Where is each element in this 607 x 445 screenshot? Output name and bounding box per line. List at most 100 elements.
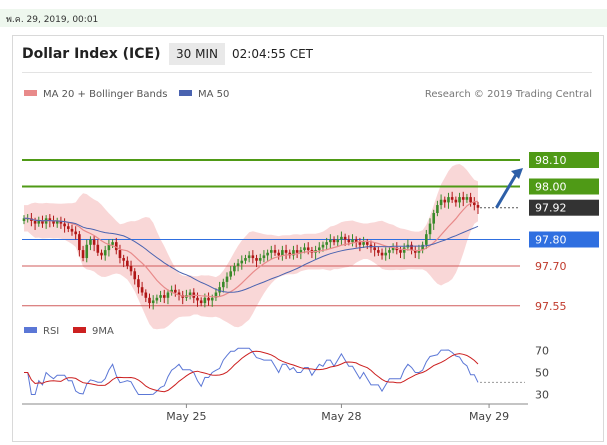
level-label-97-70: 97.70	[535, 260, 567, 273]
candle-body	[174, 289, 177, 293]
candle-body	[148, 297, 151, 304]
candle-body	[277, 252, 280, 256]
candle-body	[432, 213, 436, 224]
candle-body	[454, 199, 458, 203]
candle-body	[281, 250, 284, 256]
candle-body	[111, 242, 114, 245]
date-bar: พ.ค. 29, 2019, 00:01	[0, 9, 607, 27]
candle-body	[137, 279, 140, 288]
candle-body	[270, 250, 273, 253]
candle-body	[332, 239, 336, 243]
candle-body	[417, 250, 421, 253]
candle-body	[447, 197, 450, 203]
candle-body	[96, 244, 100, 253]
candle-body	[288, 252, 292, 256]
candle-body	[336, 239, 340, 243]
date-label: พ.ค. 29, 2019, 00:01	[6, 15, 99, 25]
rsi-tick-70: 70	[535, 345, 549, 358]
rsi-tick-50: 50	[535, 367, 549, 380]
candle-body	[207, 297, 210, 301]
candle-body	[299, 250, 303, 253]
candle-body	[377, 250, 380, 253]
candle-body	[92, 239, 96, 245]
candle-body	[144, 292, 148, 298]
candle-body	[107, 244, 111, 251]
rsi-line	[24, 347, 479, 395]
candle-body	[236, 263, 240, 266]
candle-body	[203, 297, 207, 304]
candle-body	[162, 295, 166, 298]
candle-body	[66, 226, 70, 229]
target-arrow-line	[495, 172, 519, 209]
candle-body	[476, 205, 480, 208]
candle-body	[373, 247, 376, 251]
candle-body	[103, 250, 107, 256]
candle-body	[229, 271, 232, 277]
candle-body	[196, 297, 199, 301]
candle-body	[473, 202, 476, 206]
candle-body	[354, 239, 358, 243]
candle-body	[443, 199, 447, 203]
candle-body	[317, 247, 321, 251]
rsi-tick-30: 30	[535, 389, 549, 402]
candle-body	[48, 218, 52, 221]
candle-body	[81, 250, 85, 259]
candle-body	[233, 266, 236, 272]
candle-body	[37, 220, 41, 224]
legend-label-rsi: RSI	[43, 326, 59, 337]
candle-body	[218, 287, 221, 293]
candle-body	[140, 287, 144, 293]
legend-swatch-9ma	[73, 327, 86, 333]
candle-body	[465, 197, 469, 200]
candle-body	[402, 247, 406, 253]
candle-body	[384, 252, 388, 256]
candle-body	[59, 220, 63, 224]
candle-body	[78, 234, 81, 251]
candle-body	[292, 250, 295, 256]
candle-body	[251, 255, 255, 259]
candle-body	[340, 236, 343, 240]
candle-body	[22, 218, 26, 221]
level-label-97-80-bg	[529, 231, 599, 248]
candle-body	[114, 242, 118, 251]
candle-body	[365, 242, 369, 245]
header-divider	[22, 72, 592, 73]
legend-label-ma50: MA 50	[198, 89, 229, 100]
bollinger-band	[24, 164, 478, 330]
candle-body	[126, 260, 129, 266]
candle-body	[118, 250, 122, 259]
candle-body	[214, 292, 218, 298]
timeframe-badge[interactable]: 30 MIN	[169, 43, 225, 65]
candle-body	[55, 220, 59, 224]
candle-body	[425, 234, 428, 245]
candle-body	[210, 297, 214, 301]
candle-body	[33, 220, 37, 224]
legend-label-9ma: 9MA	[92, 326, 114, 337]
candle-body	[436, 205, 439, 213]
candle-body	[151, 300, 155, 304]
candle-body	[358, 242, 362, 245]
candle-body	[129, 266, 133, 272]
candle-body	[222, 281, 225, 288]
level-label-97-80: 97.80	[535, 234, 567, 247]
candle-body	[170, 289, 173, 293]
target-arrow-head	[511, 167, 523, 179]
candle-body	[63, 223, 66, 227]
level-label-98-00: 98.00	[535, 181, 567, 194]
candle-body	[347, 239, 351, 243]
level-label-97-92-bg	[529, 199, 599, 216]
chart-time: 02:04:55 CET	[232, 47, 313, 61]
candle-body	[52, 220, 55, 224]
level-label-98-00-bg	[529, 178, 599, 195]
candle-body	[262, 255, 266, 259]
candle-body	[273, 250, 277, 253]
candle-body	[380, 252, 384, 256]
rsi-ma-line	[24, 350, 479, 393]
candle-body	[159, 295, 162, 298]
candle-body	[325, 242, 328, 245]
candle-body	[410, 244, 413, 251]
candle-body	[461, 197, 465, 200]
candle-body	[247, 255, 251, 259]
candle-body	[391, 247, 395, 251]
